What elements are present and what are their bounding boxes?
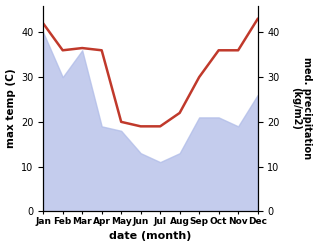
Y-axis label: med. precipitation
(kg/m2): med. precipitation (kg/m2) — [291, 57, 313, 160]
Y-axis label: max temp (C): max temp (C) — [5, 69, 16, 148]
X-axis label: date (month): date (month) — [109, 231, 192, 242]
